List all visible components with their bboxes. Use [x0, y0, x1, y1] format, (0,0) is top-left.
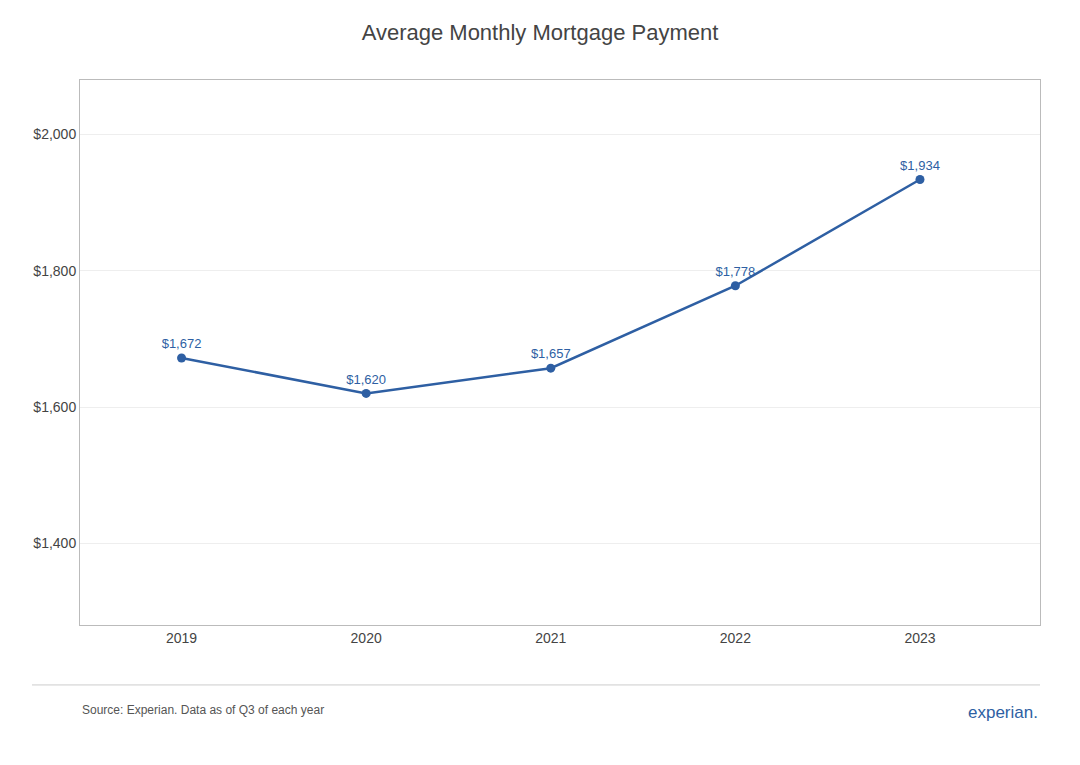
svg-text:2019: 2019	[166, 630, 197, 646]
svg-text:Average Monthly Mortgage Payme: Average Monthly Mortgage Payment	[362, 20, 719, 45]
svg-text:2023: 2023	[904, 630, 935, 646]
svg-text:Source: Experian. Data as of Q: Source: Experian. Data as of Q3 of each …	[82, 703, 324, 717]
svg-text:$1,778: $1,778	[715, 264, 755, 279]
svg-text:2021: 2021	[535, 630, 566, 646]
svg-text:2022: 2022	[720, 630, 751, 646]
svg-text:$1,620: $1,620	[346, 372, 386, 387]
svg-text:$1,600: $1,600	[33, 399, 76, 415]
svg-text:2020: 2020	[351, 630, 382, 646]
svg-text:$1,672: $1,672	[162, 336, 202, 351]
svg-text:$1,800: $1,800	[33, 263, 76, 279]
svg-text:$1,400: $1,400	[33, 535, 76, 551]
svg-text:$2,000: $2,000	[33, 126, 76, 142]
svg-text:experian.: experian.	[968, 703, 1038, 722]
svg-text:$1,934: $1,934	[900, 158, 940, 173]
svg-text:$1,657: $1,657	[531, 346, 571, 361]
